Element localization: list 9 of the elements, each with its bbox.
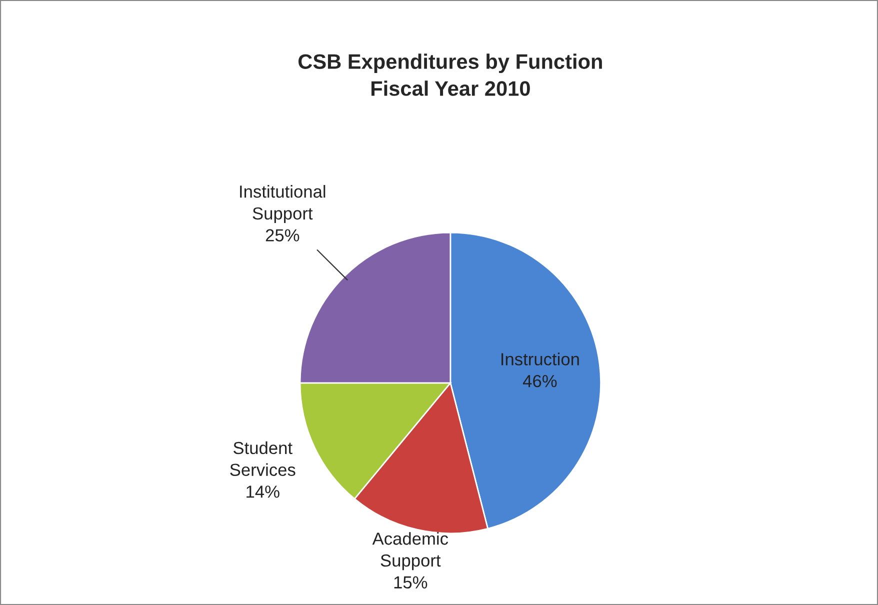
data-label: 46% xyxy=(522,374,557,388)
slice-label: Instruction xyxy=(501,352,579,366)
slice-label: Student Services xyxy=(230,441,296,476)
data-label: 14% xyxy=(246,486,280,498)
data-label: 15% xyxy=(394,576,428,589)
chart-title: CSB Expenditures by Function Fiscal Year 2010 xyxy=(298,54,602,96)
slice-label: Academic Support xyxy=(372,532,448,570)
slice-label: Institutional Support xyxy=(240,185,326,224)
data-label: 25% xyxy=(266,229,300,242)
